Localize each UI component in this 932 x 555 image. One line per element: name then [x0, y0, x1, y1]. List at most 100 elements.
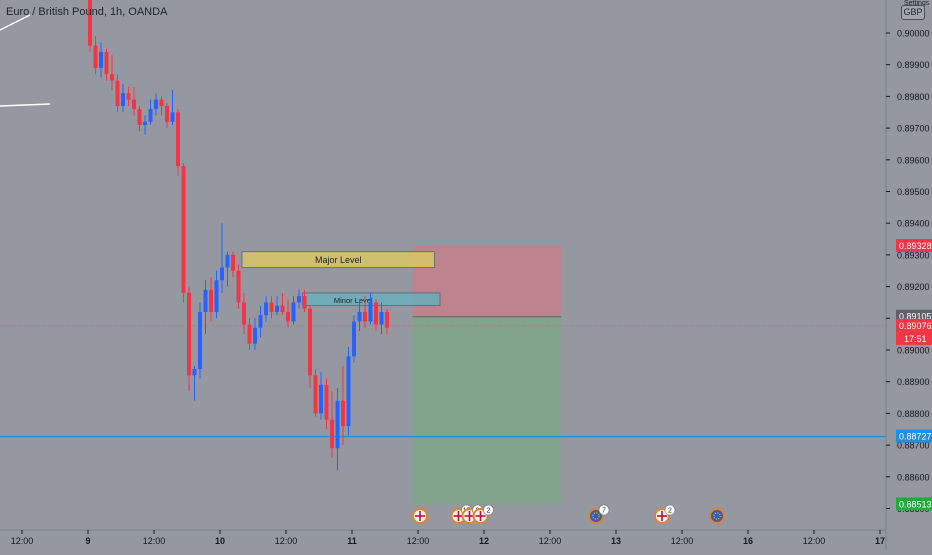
- candle[interactable]: [132, 86, 136, 116]
- economic-event[interactable]: 2: [654, 504, 676, 524]
- price-label-text: 0.89076: [899, 321, 932, 331]
- candle[interactable]: [93, 36, 98, 75]
- candle[interactable]: [374, 299, 378, 331]
- candle[interactable]: [275, 296, 279, 316]
- candle[interactable]: [159, 96, 164, 116]
- candle[interactable]: [330, 391, 334, 458]
- candle[interactable]: [286, 299, 290, 328]
- price-label-bg: [896, 497, 932, 511]
- candle[interactable]: [258, 305, 263, 338]
- candle[interactable]: [231, 251, 235, 278]
- candle[interactable]: [225, 251, 230, 287]
- price-label-bg: [896, 429, 932, 443]
- candle[interactable]: [154, 93, 158, 116]
- candle-body: [209, 289, 213, 312]
- candle-body: [341, 400, 345, 427]
- candle[interactable]: [297, 289, 301, 309]
- trend-line[interactable]: [0, 103, 51, 107]
- candle[interactable]: [269, 296, 274, 319]
- event-count-badge: [483, 504, 494, 516]
- candle-body: [225, 254, 230, 268]
- candle-body: [203, 289, 208, 312]
- candle[interactable]: [242, 292, 246, 335]
- candle-body: [132, 99, 136, 110]
- candle[interactable]: [363, 296, 367, 328]
- candle-body: [192, 369, 197, 376]
- candle[interactable]: [165, 102, 169, 129]
- candle[interactable]: [143, 115, 147, 135]
- candle[interactable]: [99, 42, 103, 78]
- candle-body: [220, 267, 224, 281]
- candle-body: [253, 327, 257, 344]
- candle[interactable]: [280, 292, 285, 316]
- candle[interactable]: [368, 292, 373, 325]
- candle-body: [247, 324, 252, 344]
- settings-link[interactable]: Settings: [904, 0, 930, 7]
- candle[interactable]: [198, 302, 202, 379]
- price-label-tag[interactable]: 0.88727: [896, 429, 932, 443]
- candle-body: [330, 419, 334, 449]
- candle-body: [176, 112, 180, 167]
- candle[interactable]: [346, 346, 351, 436]
- candle[interactable]: [176, 109, 180, 176]
- economic-event[interactable]: [412, 508, 428, 524]
- candle-body: [126, 93, 131, 100]
- candle-body: [143, 121, 147, 125]
- candle[interactable]: [247, 318, 252, 350]
- price-tick-label: 0.88900: [897, 377, 930, 387]
- price-label-tag[interactable]: 0.89076 17:51: [896, 318, 932, 345]
- candle[interactable]: [313, 369, 318, 417]
- economic-event[interactable]: 2: [472, 504, 494, 524]
- candle-body: [308, 308, 312, 376]
- candle[interactable]: [192, 365, 197, 401]
- price-label-tag[interactable]: 0.89328: [896, 239, 932, 253]
- candle[interactable]: [253, 318, 257, 350]
- economic-event[interactable]: [709, 508, 725, 524]
- candle[interactable]: [148, 99, 153, 125]
- economic-event[interactable]: 7: [588, 504, 610, 524]
- candle[interactable]: [209, 277, 213, 322]
- candle[interactable]: [187, 286, 191, 392]
- candle[interactable]: [104, 48, 109, 81]
- candle[interactable]: [308, 305, 312, 389]
- candle[interactable]: [220, 223, 224, 293]
- candle-body: [286, 311, 290, 322]
- currency-badge[interactable]: GBP: [901, 5, 925, 20]
- candle[interactable]: [302, 289, 307, 312]
- candle[interactable]: [324, 378, 329, 430]
- candle[interactable]: [110, 55, 114, 91]
- time-tick-label: 17: [875, 536, 885, 546]
- candle[interactable]: [88, 0, 92, 53]
- candle[interactable]: [203, 280, 208, 335]
- candle[interactable]: [126, 86, 131, 106]
- candle[interactable]: [236, 264, 241, 309]
- time-tick-label: 11: [347, 536, 357, 546]
- level-boxes: Major Level Minor Level: [241, 251, 441, 307]
- trend-line[interactable]: [0, 14, 31, 31]
- candle-body: [187, 292, 191, 376]
- candle[interactable]: [379, 302, 384, 335]
- candle[interactable]: [385, 308, 389, 335]
- candle[interactable]: [335, 388, 340, 471]
- candle-body: [148, 109, 153, 122]
- candle[interactable]: [214, 270, 219, 319]
- candle[interactable]: [319, 372, 323, 420]
- candle[interactable]: [352, 315, 356, 363]
- candle[interactable]: [137, 105, 142, 132]
- candle[interactable]: [115, 74, 120, 113]
- candle-body: [385, 311, 389, 328]
- candle[interactable]: [341, 365, 345, 446]
- price-tick-label: 0.88800: [897, 409, 930, 419]
- candle[interactable]: [264, 296, 268, 322]
- time-tick-label: 12: [479, 536, 489, 546]
- price-label-tag[interactable]: 0.88513: [896, 497, 932, 511]
- candle[interactable]: [181, 162, 186, 303]
- candle[interactable]: [291, 296, 296, 325]
- candle[interactable]: [170, 90, 175, 125]
- major-level-box[interactable]: [241, 251, 435, 268]
- candle[interactable]: [121, 83, 125, 113]
- candle[interactable]: [357, 299, 362, 331]
- take-profit-zone[interactable]: [412, 316, 562, 505]
